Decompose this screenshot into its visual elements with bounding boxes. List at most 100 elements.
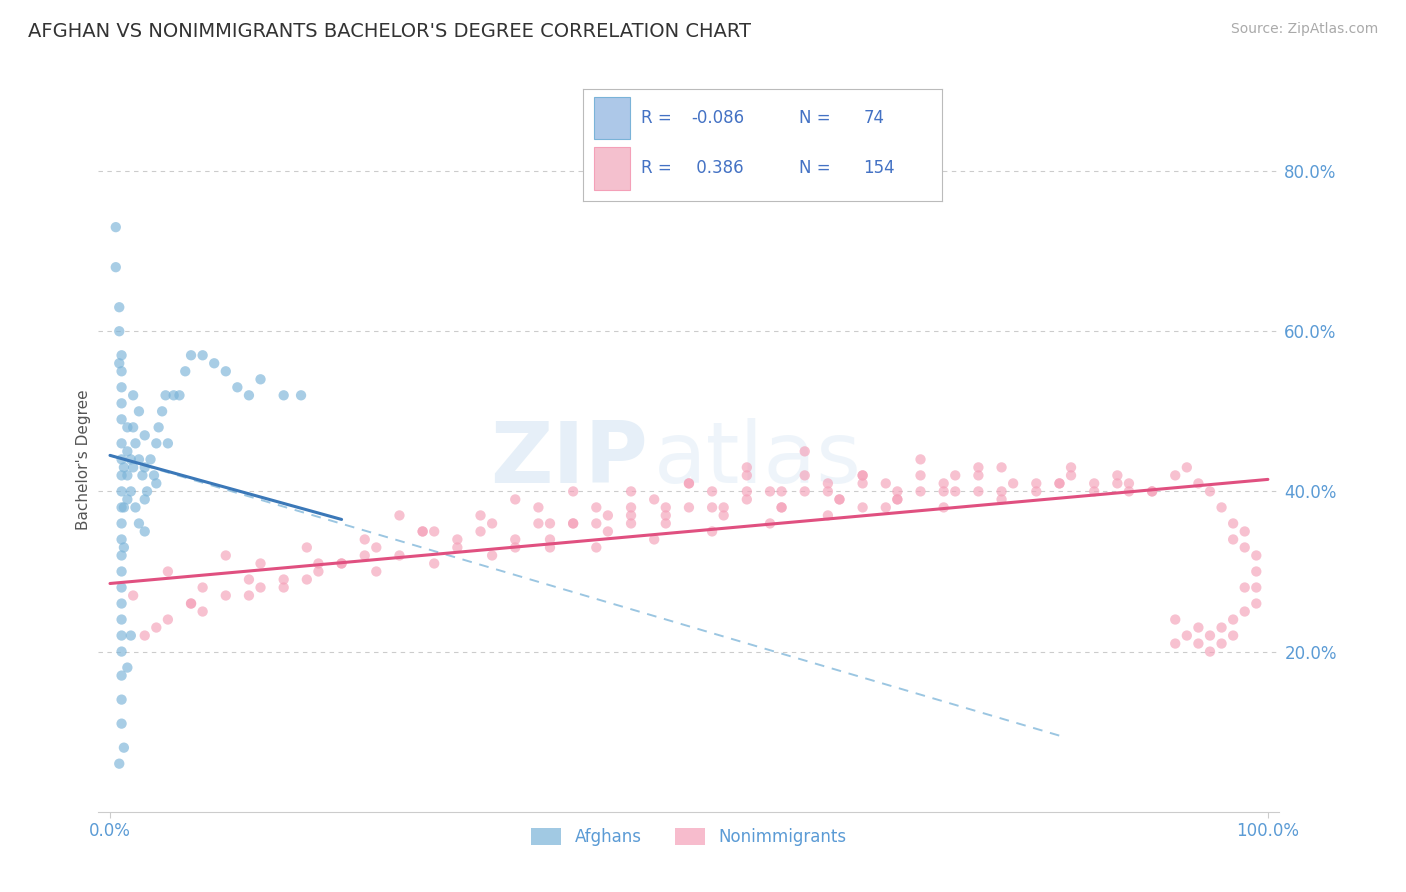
Point — [852, 468, 875, 483]
Point — [481, 516, 503, 531]
Point — [273, 388, 295, 402]
Point — [585, 500, 607, 515]
Point — [793, 468, 815, 483]
Point — [366, 565, 388, 579]
Point — [1246, 581, 1268, 595]
Point — [238, 589, 260, 603]
Point — [470, 508, 492, 523]
Point — [174, 364, 197, 378]
Point — [1199, 644, 1222, 658]
Point — [828, 492, 851, 507]
Point — [828, 492, 851, 507]
Point — [1199, 484, 1222, 499]
Point — [145, 621, 167, 635]
Point — [643, 492, 665, 507]
Point — [713, 508, 735, 523]
Point — [990, 484, 1012, 499]
Point — [932, 484, 955, 499]
Point — [1060, 468, 1083, 483]
Point — [503, 541, 526, 555]
Point — [1025, 484, 1047, 499]
Point — [112, 500, 135, 515]
Point — [249, 372, 271, 386]
Point — [110, 412, 132, 426]
Point — [143, 468, 166, 483]
Text: Source: ZipAtlas.com: Source: ZipAtlas.com — [1230, 22, 1378, 37]
Point — [131, 468, 153, 483]
Point — [596, 508, 619, 523]
Point — [110, 668, 132, 682]
Point — [817, 476, 839, 491]
Point — [215, 364, 238, 378]
Point — [215, 589, 238, 603]
Point — [122, 460, 145, 475]
Point — [596, 524, 619, 539]
Point — [226, 380, 249, 394]
Point — [128, 516, 150, 531]
Point — [562, 516, 585, 531]
Point — [910, 452, 932, 467]
Point — [110, 692, 132, 706]
Point — [943, 468, 966, 483]
Point — [655, 500, 678, 515]
Point — [110, 533, 132, 547]
Point — [759, 516, 782, 531]
Point — [120, 484, 142, 499]
Point — [700, 524, 723, 539]
Point — [1246, 597, 1268, 611]
Point — [180, 348, 202, 362]
Point — [110, 644, 132, 658]
Point — [307, 557, 329, 571]
Point — [655, 516, 678, 531]
Point — [104, 220, 127, 235]
Point — [1233, 541, 1256, 555]
Point — [110, 468, 132, 483]
Point — [620, 500, 643, 515]
Point — [1164, 613, 1187, 627]
Point — [330, 557, 353, 571]
Point — [108, 356, 131, 370]
Point — [120, 452, 142, 467]
Point — [388, 508, 411, 523]
Point — [678, 500, 700, 515]
Point — [852, 468, 875, 483]
Point — [110, 516, 132, 531]
Point — [1049, 476, 1071, 491]
Text: N =: N = — [799, 109, 830, 128]
Point — [1118, 484, 1140, 499]
Point — [122, 589, 145, 603]
Point — [124, 500, 146, 515]
Point — [112, 740, 135, 755]
Point — [1211, 621, 1233, 635]
Point — [735, 492, 758, 507]
Point — [538, 516, 561, 531]
Point — [295, 541, 318, 555]
Text: R =: R = — [641, 109, 672, 128]
Point — [295, 573, 318, 587]
Legend: Afghans, Nonimmigrants: Afghans, Nonimmigrants — [524, 822, 853, 853]
Bar — [595, 147, 630, 189]
Point — [1025, 476, 1047, 491]
Point — [191, 581, 214, 595]
Point — [1246, 549, 1268, 563]
Point — [388, 549, 411, 563]
Point — [735, 460, 758, 475]
Point — [238, 573, 260, 587]
Point — [932, 476, 955, 491]
Text: R =: R = — [641, 160, 672, 178]
Point — [620, 508, 643, 523]
Point — [110, 628, 132, 642]
Point — [886, 484, 908, 499]
Point — [110, 364, 132, 378]
Point — [273, 573, 295, 587]
Point — [112, 541, 135, 555]
Point — [110, 565, 132, 579]
Point — [124, 436, 146, 450]
Point — [104, 260, 127, 275]
Point — [423, 557, 446, 571]
Text: 0.386: 0.386 — [692, 160, 744, 178]
Point — [117, 420, 139, 434]
Point — [655, 508, 678, 523]
Point — [1199, 628, 1222, 642]
Point — [1107, 476, 1129, 491]
